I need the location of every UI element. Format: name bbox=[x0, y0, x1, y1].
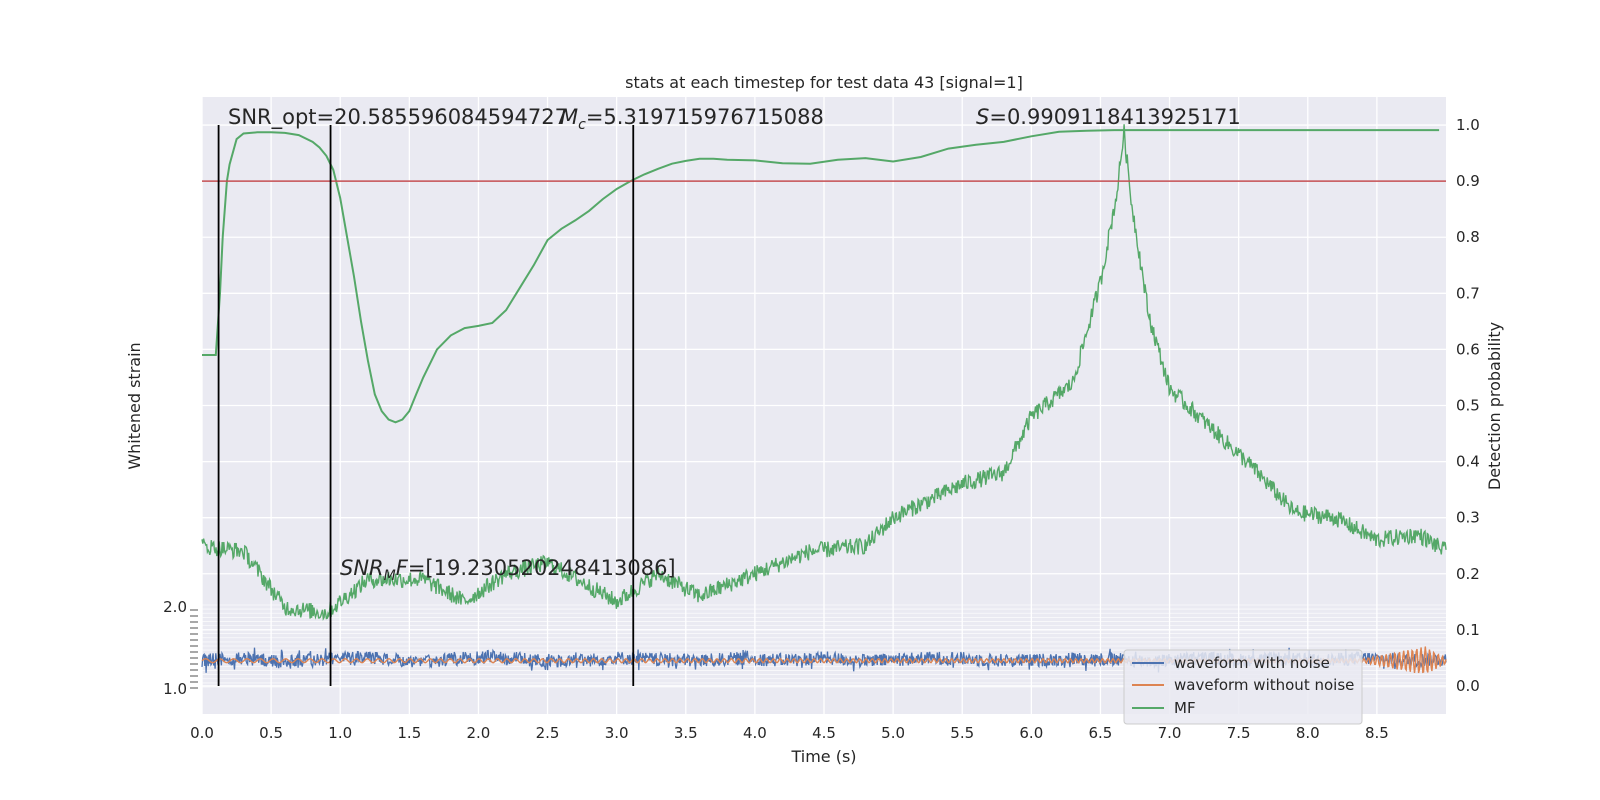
chirp-mass-symbol: M bbox=[560, 105, 578, 129]
legend-label-mf: MF bbox=[1174, 699, 1196, 717]
y-right-axis-label: Detection probability bbox=[1485, 322, 1504, 490]
x-tick-label: 0.5 bbox=[259, 724, 283, 742]
x-tick-label: 3.5 bbox=[674, 724, 698, 742]
x-tick-labels: 0.0 0.5 1.0 1.5 2.0 2.5 3.0 3.5 4.0 4.5 5.0 5.5 6.0 6… bbox=[190, 724, 1389, 742]
snr-mf-subscript: M bbox=[384, 568, 396, 584]
x-tick-label: 7.0 bbox=[1158, 724, 1182, 742]
annotation-s: S=0.9909118413925171 bbox=[976, 105, 1241, 129]
x-tick-label: 0.0 bbox=[190, 724, 214, 742]
chirp-mass-subscript: c bbox=[578, 117, 586, 133]
x-tick-label: 5.0 bbox=[881, 724, 905, 742]
y-right-tick-labels: 0.0 0.1 0.2 0.3 0.4 0.5 0.6 0.7 0.8 0.9 1.0 bbox=[1456, 116, 1480, 695]
y-right-tick-label: 0.3 bbox=[1456, 509, 1480, 527]
y-right-tick-label: 0.1 bbox=[1456, 621, 1480, 639]
y-right-tick-label: 0.6 bbox=[1456, 340, 1480, 358]
annotation-snr-opt: SNR_opt=20.585596084594727 bbox=[228, 105, 568, 130]
x-tick-label: 4.5 bbox=[812, 724, 836, 742]
annotation-chirp-mass: Mc=5.319715976715088 bbox=[560, 105, 824, 133]
annotation-snr-mf: SNRMF=[19.230520248413086] bbox=[340, 556, 676, 584]
chart-title: stats at each timestep for test data 43 … bbox=[625, 73, 1023, 92]
legend-label-waveform-with-noise: waveform with noise bbox=[1174, 654, 1330, 672]
y-right-tick-label: 0.8 bbox=[1456, 228, 1480, 246]
chirp-mass-value: =5.319715976715088 bbox=[586, 105, 824, 129]
x-tick-label: 8.5 bbox=[1365, 724, 1389, 742]
y-right-tick-label: 0.2 bbox=[1456, 565, 1480, 583]
y-left-tick-label: 1.0 bbox=[163, 680, 187, 698]
legend-box bbox=[1123, 649, 1363, 725]
series-mf-noisy-trace bbox=[201, 124, 1447, 621]
x-tick-label: 7.5 bbox=[1227, 724, 1251, 742]
y-left-tick-labels: 2.0 1.0 bbox=[163, 598, 198, 698]
x-axis-label: Time (s) bbox=[790, 747, 856, 766]
y-left-tick-label: 2.0 bbox=[163, 598, 187, 616]
s-symbol: S bbox=[976, 105, 989, 129]
vertical-lines-layer bbox=[217, 125, 635, 686]
x-tick-label: 2.0 bbox=[467, 724, 491, 742]
legend-label-waveform-without-noise: waveform without noise bbox=[1174, 676, 1354, 694]
x-tick-label: 6.0 bbox=[1019, 724, 1043, 742]
x-tick-label: 5.5 bbox=[950, 724, 974, 742]
y-right-tick-label: 0.7 bbox=[1456, 284, 1480, 302]
y-right-tick-label: 0.5 bbox=[1456, 397, 1480, 415]
y-left-axis-label: Whitened strain bbox=[125, 342, 144, 469]
x-tick-label: 1.0 bbox=[328, 724, 352, 742]
x-tick-label: 1.5 bbox=[397, 724, 421, 742]
x-tick-label: 3.0 bbox=[605, 724, 629, 742]
snr-mf-value: =[19.230520248413086] bbox=[408, 556, 676, 580]
x-tick-label: 4.0 bbox=[743, 724, 767, 742]
snr-mf-f: F bbox=[396, 556, 409, 580]
y-right-tick-label: 0.9 bbox=[1456, 172, 1480, 190]
x-tick-label: 6.5 bbox=[1089, 724, 1113, 742]
x-tick-label: 8.0 bbox=[1296, 724, 1320, 742]
y-right-tick-label: 0.4 bbox=[1456, 453, 1480, 471]
x-tick-label: 2.5 bbox=[536, 724, 560, 742]
series-mf bbox=[202, 129, 1440, 424]
legend: waveform with noise waveform without noi… bbox=[1123, 649, 1363, 725]
s-value: =0.9909118413925171 bbox=[989, 105, 1240, 129]
y-right-tick-label: 1.0 bbox=[1456, 116, 1480, 134]
snr-mf-symbol: SNR bbox=[340, 556, 384, 580]
y-right-tick-label: 0.0 bbox=[1456, 677, 1480, 695]
